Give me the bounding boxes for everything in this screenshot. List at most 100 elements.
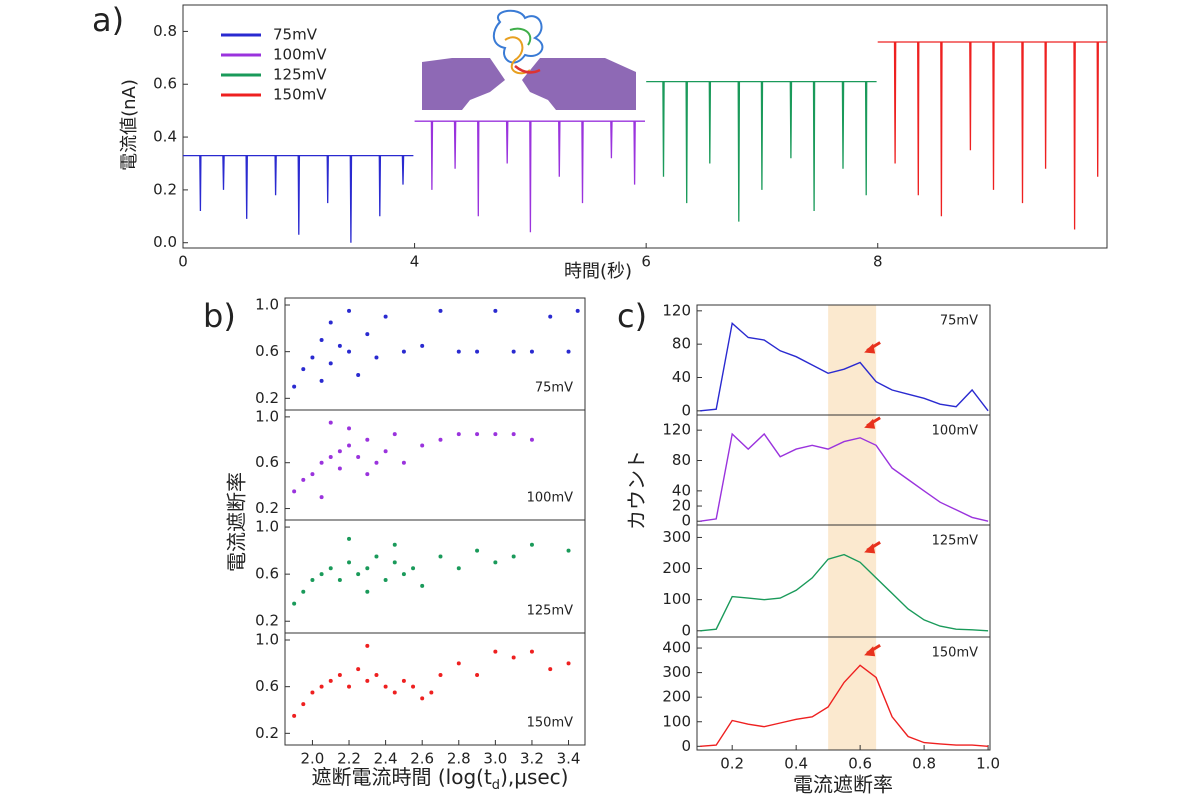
membrane-left (422, 58, 505, 110)
y-tick-label: 0.6 (255, 342, 279, 360)
scatter-point (301, 367, 306, 372)
y-axis-label: 電流値(nA) (119, 79, 140, 171)
scatter-point (328, 454, 333, 459)
y-tick-label: 120 (662, 421, 691, 439)
scatter-point (401, 349, 406, 354)
y-tick-label: 0 (681, 737, 691, 755)
y-tick-label: 0 (681, 512, 691, 530)
y-tick-label: 0.4 (153, 128, 177, 146)
scatter-point (365, 472, 370, 477)
scatter-point (411, 566, 416, 571)
scatter-point (365, 437, 370, 442)
scatter-point (456, 661, 461, 666)
scatter-point (420, 696, 425, 701)
scatter-point (511, 554, 516, 559)
x-axis-label-part: 遮断電流時間 (log(t (312, 765, 492, 789)
x-tick-label: 3.2 (520, 750, 544, 768)
scatter-point (392, 690, 397, 695)
panel-name: 125mV (932, 534, 978, 549)
x-tick-label: 0.8 (912, 755, 936, 773)
scatter-point (292, 489, 297, 494)
scatter-point (529, 542, 534, 547)
y-tick-label: 100 (662, 712, 691, 730)
x-tick-label: 2.4 (374, 750, 398, 768)
scatter-point (420, 583, 425, 588)
scatter-point (401, 572, 406, 577)
scatter-point (356, 373, 361, 377)
y-tick-label: 1.0 (255, 518, 279, 536)
scatter-point (337, 578, 342, 583)
scatter-point (319, 572, 324, 577)
y-tick-label: 0.2 (255, 724, 279, 742)
trace-line (646, 80, 877, 222)
scatter-point (566, 661, 571, 666)
scatter-point (529, 349, 534, 354)
scatter-point (401, 460, 406, 465)
scatter-point (292, 713, 297, 718)
scatter-point (365, 643, 370, 648)
scatter-point (493, 308, 498, 313)
y-tick-label: 1.0 (255, 631, 279, 649)
y-tick-label: 1.0 (255, 407, 279, 425)
x-tick-label: 2.2 (337, 750, 361, 768)
scatter-point (401, 678, 406, 683)
panel-name: 150mV (932, 646, 978, 661)
x-tick-label: 2.6 (410, 750, 434, 768)
scatter-point (438, 554, 443, 559)
legend-label: 125mV (273, 66, 327, 84)
scatter-point (292, 601, 297, 606)
scatter-point (493, 432, 498, 437)
y-tick-label: 0.2 (153, 180, 177, 198)
scatter-point (548, 314, 553, 319)
scatter-point (456, 566, 461, 571)
legend-label: 150mV (273, 86, 327, 104)
scatter-point (356, 572, 361, 577)
scatter-point (365, 566, 370, 571)
scatter-point (475, 673, 480, 677)
panel-label: a) (92, 1, 124, 39)
scatter-point (347, 308, 352, 313)
scatter-point (566, 349, 571, 354)
y-tick-label: 0.0 (153, 233, 177, 251)
scatter-point (374, 554, 379, 559)
pore-illustration (422, 9, 636, 110)
x-tick-label: 0.6 (848, 755, 872, 773)
y-tick-label: 80 (672, 335, 691, 353)
y-tick-label: 200 (662, 559, 691, 577)
x-tick-label: 0.2 (720, 755, 744, 773)
y-tick-label: 400 (662, 639, 691, 657)
scatter-point (438, 673, 443, 677)
scatter-point (456, 432, 461, 437)
plot-frame (696, 636, 991, 751)
x-tick-label: 3.4 (557, 750, 581, 768)
scatter-point (493, 649, 498, 654)
x-axis-label: 電流遮断率 (793, 773, 893, 797)
scatter-point (337, 466, 342, 471)
scatter-point (529, 437, 534, 442)
histogram-line (700, 664, 989, 747)
scatter-point (365, 332, 370, 337)
legend-label: 75mV (273, 26, 318, 44)
y-tick-label: 0.8 (153, 22, 177, 40)
scatter-point (383, 449, 388, 454)
protein-helix (504, 36, 531, 75)
x-tick-label: 4 (410, 253, 420, 271)
trace-line (414, 120, 645, 233)
x-tick-label: 8 (873, 253, 883, 271)
scatter-point (438, 437, 443, 442)
x-axis-label: 時間(秒) (564, 261, 632, 282)
scatter-point (456, 349, 461, 354)
trace-line (877, 41, 1107, 230)
scatter-point (328, 320, 333, 325)
scatter-point (337, 673, 342, 677)
histogram-line (700, 321, 989, 412)
y-tick-label: 40 (672, 481, 691, 499)
scatter-point (319, 684, 324, 689)
scatter-point (420, 443, 425, 448)
panel-label: b) (203, 297, 236, 335)
scatter-point (392, 560, 397, 565)
legend-label: 100mV (273, 46, 327, 64)
scatter-point (310, 690, 315, 695)
protein-strand (509, 27, 532, 46)
y-tick-label: 1.0 (255, 296, 279, 314)
